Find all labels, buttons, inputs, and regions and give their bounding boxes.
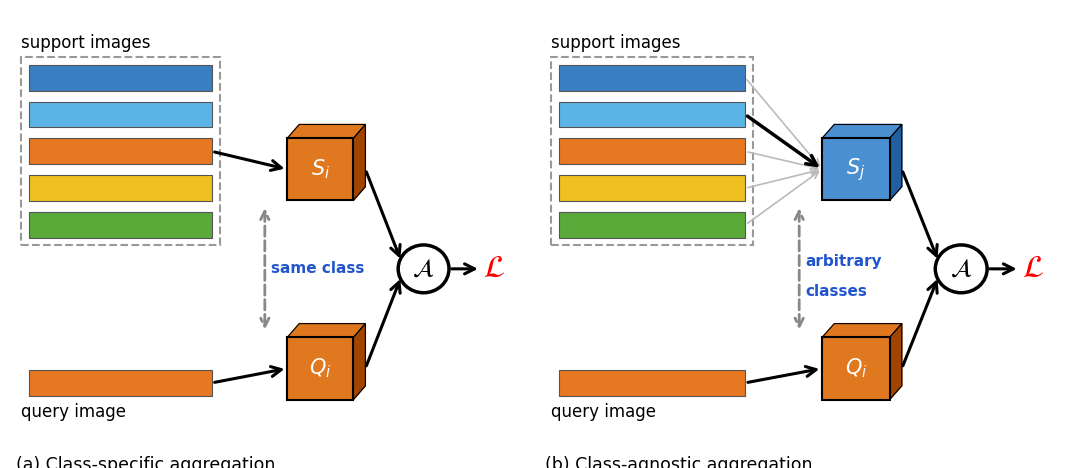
Polygon shape: [353, 323, 365, 400]
Polygon shape: [890, 124, 902, 200]
Bar: [29, 139, 212, 164]
Text: (a) Class-specific aggregation: (a) Class-specific aggregation: [16, 455, 275, 468]
Text: $\mathcal{A}$: $\mathcal{A}$: [950, 257, 972, 281]
Text: $Q_i$: $Q_i$: [845, 357, 867, 380]
Bar: [287, 337, 353, 400]
Text: $S_i$: $S_i$: [311, 157, 330, 181]
Polygon shape: [822, 323, 902, 337]
Bar: [29, 370, 212, 396]
Bar: [287, 138, 353, 200]
Text: same class: same class: [271, 261, 365, 276]
Bar: [822, 337, 890, 400]
Bar: [559, 175, 745, 201]
Text: $Q_i$: $Q_i$: [309, 357, 332, 380]
Text: $\mathcal{A}$: $\mathcal{A}$: [413, 257, 435, 281]
Text: $\mathcal{L}$: $\mathcal{L}$: [1022, 253, 1044, 285]
Text: support images: support images: [551, 34, 680, 52]
Polygon shape: [890, 323, 902, 400]
Text: query image: query image: [22, 403, 126, 421]
Text: support images: support images: [22, 34, 151, 52]
Bar: [559, 139, 745, 164]
Bar: [559, 102, 745, 127]
Text: arbitrary: arbitrary: [806, 254, 882, 269]
Circle shape: [935, 245, 987, 293]
Polygon shape: [822, 124, 902, 138]
Polygon shape: [353, 124, 365, 200]
Text: $\mathcal{L}$: $\mathcal{L}$: [484, 253, 505, 285]
Bar: [822, 138, 890, 200]
Text: classes: classes: [806, 284, 867, 299]
Bar: [559, 370, 745, 396]
Circle shape: [399, 245, 449, 293]
Polygon shape: [287, 124, 365, 138]
Text: (b) Class-agnostic aggregation: (b) Class-agnostic aggregation: [545, 455, 813, 468]
Bar: [29, 212, 212, 238]
Polygon shape: [287, 323, 365, 337]
Bar: [29, 175, 212, 201]
Bar: [559, 65, 745, 91]
Bar: [559, 212, 745, 238]
Bar: [29, 65, 212, 91]
Text: $S_j$: $S_j$: [847, 156, 865, 183]
Text: query image: query image: [551, 403, 656, 421]
Bar: [29, 102, 212, 127]
